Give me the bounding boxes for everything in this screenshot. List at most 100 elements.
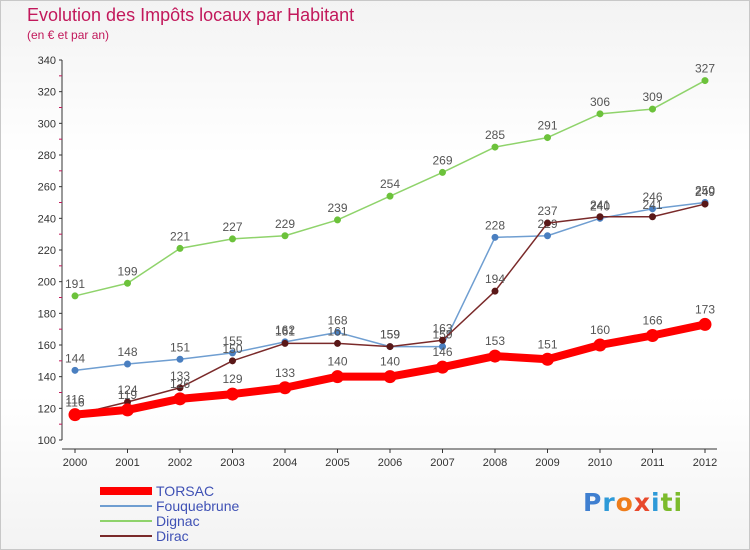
data-label: 249 <box>695 185 715 199</box>
y-tick-label: 180 <box>38 308 56 320</box>
data-label: 173 <box>695 302 715 316</box>
logo-letter: r <box>602 488 616 517</box>
data-point <box>173 392 187 406</box>
data-label: 146 <box>432 345 452 359</box>
data-point <box>544 134 551 142</box>
logo-letter: t <box>660 488 674 517</box>
data-label: 116 <box>65 393 84 407</box>
data-point <box>229 349 236 357</box>
data-label: 151 <box>170 340 190 354</box>
data-point <box>124 279 131 287</box>
data-label: 161 <box>275 324 295 338</box>
x-tick-label: 2001 <box>115 457 139 469</box>
x-tick-label: 2007 <box>430 457 454 469</box>
data-label: 227 <box>222 220 242 234</box>
data-point <box>701 77 709 85</box>
data-point <box>436 360 449 374</box>
data-point <box>124 360 131 368</box>
data-point <box>491 143 499 151</box>
data-point <box>281 339 289 347</box>
data-point <box>596 213 604 221</box>
data-point <box>334 216 341 224</box>
data-point <box>281 232 289 240</box>
data-point <box>383 370 397 384</box>
x-tick-label: 2008 <box>483 457 507 469</box>
data-point <box>439 336 446 344</box>
data-point <box>698 317 712 331</box>
x-tick-label: 2002 <box>168 457 192 469</box>
data-point <box>649 205 656 213</box>
data-label: 151 <box>537 337 557 351</box>
data-label: 237 <box>537 204 557 218</box>
data-label: 166 <box>642 314 662 328</box>
legend-label: Dignac <box>156 513 200 529</box>
y-tick-label: 220 <box>38 245 56 257</box>
data-label: 150 <box>222 342 242 356</box>
data-label: 250 <box>695 184 715 198</box>
data-point <box>334 339 341 347</box>
data-label: 140 <box>380 355 400 369</box>
data-label: 159 <box>432 328 452 342</box>
data-label: 327 <box>695 62 715 76</box>
proxiti-logo: Proxiti <box>583 488 683 517</box>
data-label: 240 <box>590 199 610 213</box>
y-tick-label: 300 <box>38 118 56 130</box>
data-point <box>71 292 79 300</box>
data-point <box>278 381 292 395</box>
legend-swatch <box>100 520 152 522</box>
data-point <box>439 168 446 176</box>
data-point <box>334 328 341 336</box>
data-label: 239 <box>327 201 347 215</box>
data-point <box>541 352 554 366</box>
data-label: 153 <box>485 334 505 348</box>
data-label: 163 <box>432 321 452 335</box>
data-label: 291 <box>537 119 557 133</box>
data-label: 129 <box>222 372 242 386</box>
legend-swatch <box>100 487 152 495</box>
data-label: 221 <box>170 229 190 243</box>
y-tick-label: 200 <box>38 277 56 289</box>
data-label: 133 <box>170 369 190 383</box>
data-label: 133 <box>275 366 295 380</box>
data-label: 228 <box>485 218 505 232</box>
data-label: 309 <box>642 90 662 104</box>
data-label: 155 <box>222 334 242 348</box>
data-point <box>593 338 607 352</box>
data-point <box>649 105 656 113</box>
data-point <box>121 403 134 417</box>
data-point <box>386 192 394 200</box>
data-point <box>646 329 659 342</box>
legend-swatch <box>100 505 152 507</box>
y-tick-label: 260 <box>38 182 56 194</box>
legend-label: Dirac <box>156 528 189 544</box>
data-label: 161 <box>327 324 347 338</box>
data-point <box>176 384 184 392</box>
data-label: 306 <box>590 95 610 109</box>
data-point <box>544 219 551 227</box>
legend-label: TORSAC <box>156 483 215 499</box>
x-tick-label: 2009 <box>535 457 559 469</box>
logo-letter: o <box>615 488 634 517</box>
y-tick-label: 320 <box>38 87 56 99</box>
x-tick-label: 2010 <box>588 457 612 469</box>
x-tick-label: 2004 <box>273 457 297 469</box>
data-point <box>491 287 499 295</box>
data-point <box>71 366 79 374</box>
data-label: 168 <box>327 313 347 327</box>
data-label: 241 <box>590 198 610 212</box>
data-label: 140 <box>327 355 347 369</box>
data-label: 126 <box>170 377 190 391</box>
data-point <box>544 232 551 240</box>
y-tick-label: 160 <box>38 340 56 352</box>
logo-letter: i <box>673 488 684 517</box>
logo-letter: i <box>651 488 661 517</box>
y-tick-label: 280 <box>38 150 56 162</box>
data-point <box>488 349 502 363</box>
data-point <box>596 110 604 118</box>
legend-label: Fouquebrune <box>156 498 240 514</box>
data-label: 160 <box>590 323 610 337</box>
data-label: 191 <box>65 277 85 291</box>
y-tick-label: 240 <box>38 213 56 225</box>
y-tick-label: 340 <box>38 55 56 67</box>
